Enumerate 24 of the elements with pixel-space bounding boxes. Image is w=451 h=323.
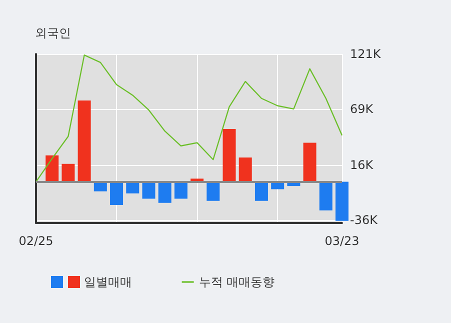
y-tick-label: 16K <box>350 158 374 172</box>
bar <box>142 182 156 199</box>
bar <box>158 182 172 203</box>
x-tick-label: 03/23 <box>324 234 360 248</box>
x-tick-label: 02/25 <box>18 234 54 248</box>
legend-label: 일별매매 <box>84 275 132 289</box>
bar <box>62 164 75 182</box>
bar <box>336 182 348 221</box>
bar <box>174 182 188 199</box>
bar <box>254 182 268 201</box>
bar <box>206 182 220 201</box>
legend-label: 누적 매매동향 <box>198 275 275 289</box>
bar <box>78 100 91 182</box>
y-tick-label: -36K <box>350 212 379 227</box>
bar <box>238 158 252 182</box>
bar <box>222 128 236 182</box>
chart-title: 외국인 <box>35 26 71 40</box>
y-tick-label: 121K <box>350 47 382 61</box>
bar <box>126 182 140 194</box>
bar <box>110 182 124 206</box>
bar <box>319 182 332 210</box>
bar <box>303 142 316 182</box>
bar <box>46 155 59 182</box>
y-tick-label: 69K <box>350 102 374 116</box>
